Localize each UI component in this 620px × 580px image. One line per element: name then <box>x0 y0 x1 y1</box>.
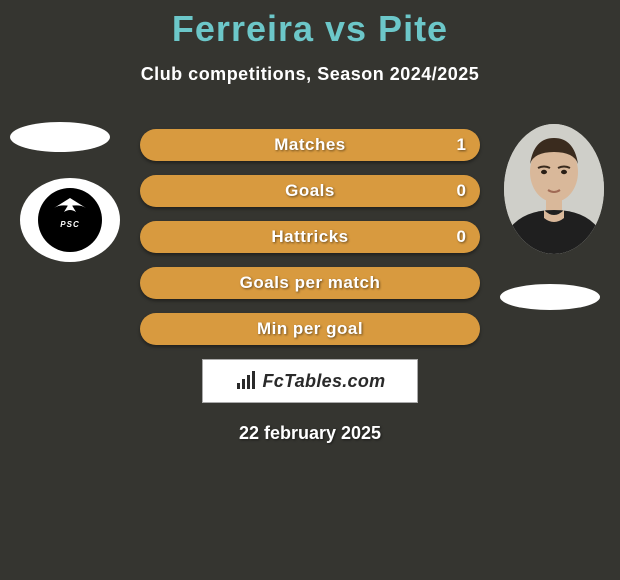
attribution-badge: FcTables.com <box>202 359 418 403</box>
stat-row-matches: Matches 1 <box>140 129 480 161</box>
attribution-text: FcTables.com <box>263 371 386 392</box>
stat-row-goals-per-match: Goals per match <box>140 267 480 299</box>
stat-row-goals: Goals 0 <box>140 175 480 207</box>
comparison-date: 22 february 2025 <box>0 423 620 444</box>
stat-label: Goals per match <box>140 273 480 293</box>
stat-label: Goals <box>140 181 480 201</box>
right-player-photo <box>504 124 604 254</box>
stat-row-min-per-goal: Min per goal <box>140 313 480 345</box>
player-portrait-icon <box>504 124 604 254</box>
crest-badge: PSC <box>38 188 102 252</box>
stat-right-value: 0 <box>457 227 466 247</box>
stat-right-value: 1 <box>457 135 466 155</box>
left-club-crest: PSC <box>20 178 120 262</box>
right-club-placeholder <box>500 284 600 310</box>
stat-label: Hattricks <box>140 227 480 247</box>
stat-label: Matches <box>140 135 480 155</box>
stat-row-hattricks: Hattricks 0 <box>140 221 480 253</box>
bar-chart-icon <box>235 371 259 391</box>
comparison-subtitle: Club competitions, Season 2024/2025 <box>0 64 620 85</box>
stat-label: Min per goal <box>140 319 480 339</box>
stat-right-value: 0 <box>457 181 466 201</box>
crest-text: PSC <box>60 220 79 229</box>
comparison-title: Ferreira vs Pite <box>0 0 620 50</box>
left-player-placeholder <box>10 122 110 152</box>
eagle-icon <box>48 194 92 218</box>
